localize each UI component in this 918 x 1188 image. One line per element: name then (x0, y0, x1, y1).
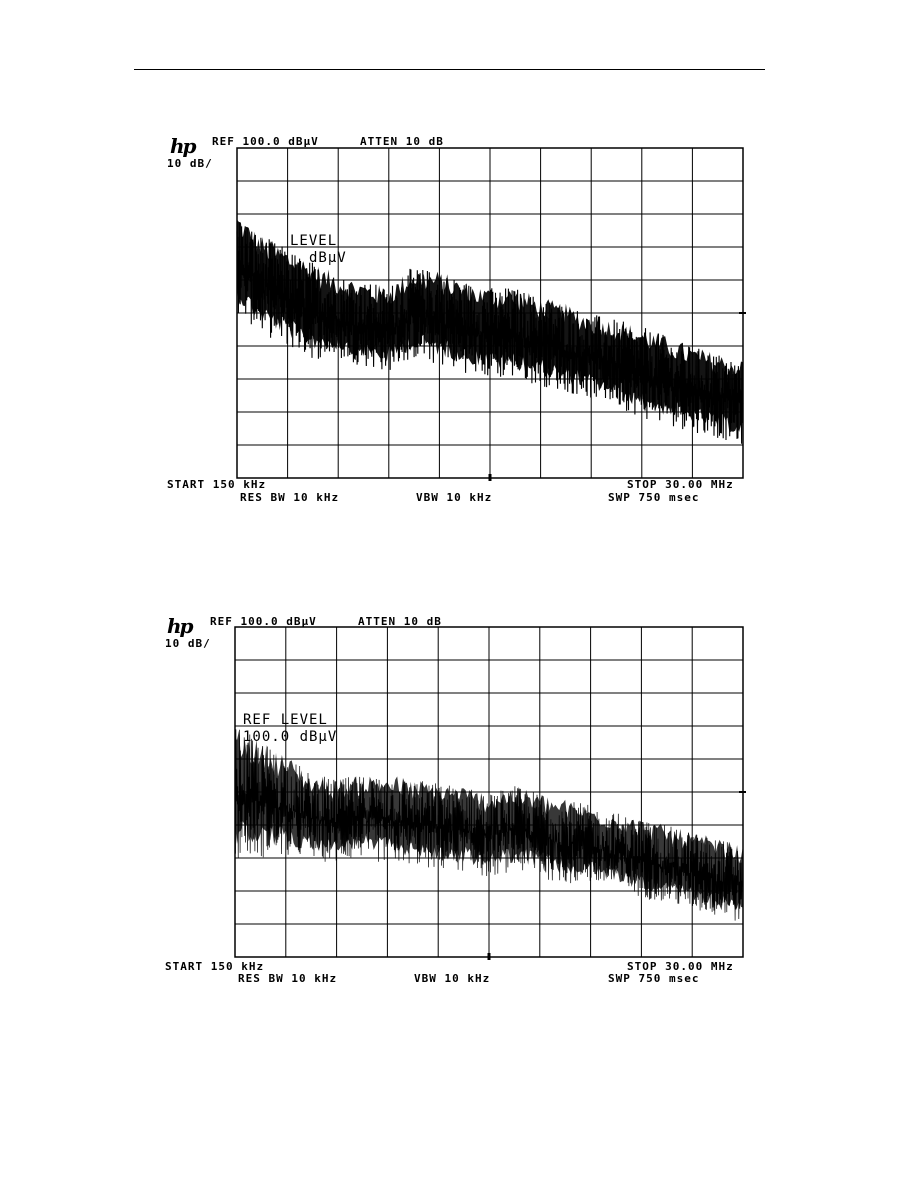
rbw-label: RES BW 10 kHz (238, 972, 338, 985)
ref-label: REF 100.0 dBμV (210, 615, 317, 628)
spectrum-plot-1: hp REF 100.0 dBμV ATTEN 10 dB 10 dB/ LEV… (0, 130, 918, 510)
scale-label: 10 dB/ (165, 637, 211, 650)
hp-logo-icon: hp (167, 614, 193, 638)
stop-label: STOP 30.00 MHz (627, 960, 734, 973)
spectrum-graticule-2 (234, 626, 746, 960)
scale-label: 10 dB/ (167, 157, 213, 170)
atten-label: ATTEN 10 dB (358, 615, 442, 628)
rbw-label: RES BW 10 kHz (240, 491, 340, 504)
start-label: START 150 kHz (165, 960, 265, 973)
sweep-label: SWP 750 msec (608, 972, 700, 985)
spectrum-trace (236, 222, 744, 444)
hp-logo-icon: hp (170, 134, 196, 158)
spectrum-graticule-1 (236, 147, 746, 481)
ref-level-line1: REF LEVEL (243, 712, 328, 728)
vbw-label: VBW 10 kHz (416, 491, 493, 504)
ref-level-line1: LEVEL (290, 233, 338, 249)
ref-level-line2: dBμV (309, 250, 347, 266)
page-header-rule (134, 69, 765, 70)
spectrum-plot-2: hp REF 100.0 dBμV ATTEN 10 dB 10 dB/ REF… (0, 610, 918, 990)
sweep-label: SWP 750 msec (608, 491, 700, 504)
ref-label: REF 100.0 dBμV (212, 135, 319, 148)
spectrum-trace (234, 729, 744, 921)
stop-label: STOP 30.00 MHz (627, 478, 734, 491)
vbw-label: VBW 10 kHz (414, 972, 491, 985)
ref-level-line2: 100.0 dBμV (243, 729, 338, 745)
start-label: START 150 kHz (167, 478, 267, 491)
atten-label: ATTEN 10 dB (360, 135, 444, 148)
